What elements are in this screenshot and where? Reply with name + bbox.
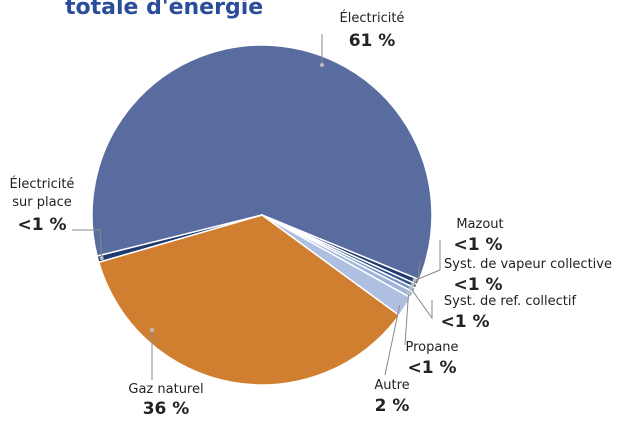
leader-line: [414, 240, 441, 281]
slice-label: Syst. de ref. collectif: [444, 294, 577, 309]
slice-label: Syst. de vapeur collective: [444, 257, 612, 272]
leader-dot: [150, 328, 154, 332]
value-label: <1 %: [440, 312, 489, 332]
value-label: 61 %: [349, 31, 396, 51]
value-label: <1 %: [17, 215, 66, 235]
value-label: <1 %: [407, 358, 456, 378]
value-label: 2 %: [375, 396, 410, 416]
leader-line: [404, 292, 410, 346]
value-label: <1 %: [453, 275, 502, 295]
pie-slice: [96, 214, 263, 264]
slice-label: Électricité: [340, 10, 405, 26]
leader-dot: [99, 256, 104, 261]
value-label: <1 %: [453, 235, 502, 255]
pie-slice: [97, 214, 401, 386]
slice-label: Électricité sur place: [10, 176, 75, 210]
leader-dot: [412, 278, 417, 283]
leader-line: [410, 288, 433, 320]
pie-slice: [91, 44, 433, 281]
leader-line: [412, 261, 421, 286]
slice-label: Mazout: [456, 217, 503, 232]
leader-line: [72, 229, 103, 259]
value-label: 36 %: [143, 399, 190, 419]
chart-title: totale d'énergie: [65, 0, 263, 20]
slice-label: Gaz naturel: [128, 382, 203, 397]
slice-label: Autre: [374, 378, 409, 393]
leader-dot: [408, 286, 413, 291]
leader-dot: [398, 301, 403, 306]
leader-line: [384, 303, 401, 376]
leader-dot: [410, 282, 415, 287]
leader-dot: [406, 291, 411, 296]
leader-dot: [320, 63, 324, 67]
slice-label: Propane: [405, 340, 458, 355]
